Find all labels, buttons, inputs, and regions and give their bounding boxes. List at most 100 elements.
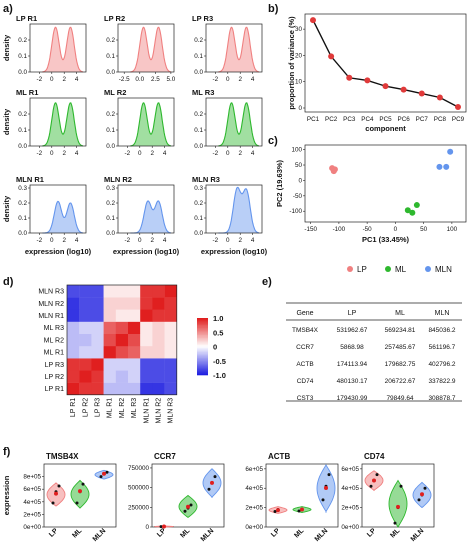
violin-ytick-label: 0e+00 [245,524,263,531]
pca-legend-marker [347,266,353,272]
violin-ytick-label: 0e+00 [341,524,359,531]
violin-group-label: LP [366,527,378,539]
heatmap-cell [67,358,80,371]
variance-xtick-label: PC4 [361,116,374,123]
violin-ytick-label: 750000 [128,465,150,472]
density-ylabel: density [2,34,11,61]
violin-point [105,470,109,474]
violin-ytick-label: 500000 [128,485,150,492]
violin-group-label: ML [389,527,402,540]
heatmap-cell [79,382,92,395]
density-ytick-label: 0.0 [18,230,27,237]
violin-ytick-label: 2e+05 [245,505,263,512]
colorbar-segment [197,342,208,344]
violin-ylabel: expression [2,475,11,515]
colorbar-segment [197,365,208,367]
density-ytick-label: 0.3 [106,185,115,192]
heatmap-cell [115,321,129,334]
density-curve [42,26,83,73]
pca-legend-label: LP [357,265,367,274]
violin-point [57,484,61,488]
density-ytick-label: 0.1 [18,127,27,134]
variance-xtick-label: PC1 [307,116,320,123]
violin-point [75,501,79,505]
colorbar-segment [197,355,208,357]
table-cell: 845036.2 [428,327,455,334]
violin-mean [300,507,304,512]
density-xtick-label: 4 [75,76,79,83]
heatmap-cell [79,309,92,322]
heatmap-cell [91,309,104,322]
density-area [218,102,259,146]
violin-title: CCR7 [154,452,176,461]
density-xtick-label: 4 [251,150,255,157]
heatmap-col-label: ML R3 [131,398,138,418]
colorbar-tick-label: 1.0 [213,314,223,323]
heatmap-frame [66,284,178,396]
table-cell: 561196.7 [429,344,456,351]
violin-point [273,509,277,513]
violin-ytick-label: 4e+05 [23,499,41,506]
heatmap-cell [67,346,80,359]
heatmap-cell [152,382,165,395]
colorbar-segment [197,373,208,376]
variance-chart: 0 10 20 30 PC1 PC2 PC3 PC4 PC5 PC6 PC7 PC8 PC9 compon… [287,13,467,133]
heatmap-cell [91,358,104,371]
density-title: ML R2 [104,88,126,97]
heatmap-row-label: LP R3 [45,362,64,369]
density-ytick-label: 0.0 [194,230,203,237]
density-xlabel: expression (log10) [201,247,268,256]
violin-ytick-label: 8e+05 [23,474,41,481]
heatmap-cell [79,333,92,347]
heatmap-cell [128,370,141,383]
violin-group-label: MLN [410,527,426,543]
heatmap-cell [164,358,177,371]
colorbar-segment [197,330,208,333]
colorbar-segment [197,363,208,366]
heatmap-cell [79,285,92,298]
heatmap-cell [140,297,153,310]
heatmap-row-label: ML R1 [44,350,64,357]
colorbar-segment [197,356,208,359]
heatmap-cell [91,285,104,298]
pca-point-ml [409,209,416,216]
density-xtick-label: 4 [251,76,255,83]
density-title: LP R2 [104,14,125,23]
violin-point [99,475,103,479]
density-xtick-label: 4 [75,237,79,244]
variance-ytick-label: 30 [295,26,303,33]
heatmap-cell [152,321,165,334]
violin-mean [54,491,58,496]
table-cell: 480130.17 [337,378,368,385]
heatmap-cell [91,297,104,310]
colorbar-segment [197,347,208,350]
density-xtick-label: 2 [238,150,242,157]
violin-frame [43,463,117,528]
variance-point [436,94,443,101]
density-title: LP R1 [16,14,37,23]
density-ytick-label: 0.1 [194,53,203,60]
heatmap-cell [103,333,116,347]
table-cell: CST3 [297,395,314,402]
violin-mean [372,478,376,483]
colorbar-segment [197,357,208,360]
heatmap-cell [67,382,80,395]
variance-ytick-label: 0 [298,105,302,112]
heatmap-col-label: MLN R1 [143,398,150,424]
density-ytick-label: 0.0 [106,69,115,76]
variance-xtick-label: PC9 [452,116,465,123]
violin-group-label: MLN [200,527,216,543]
table-cell: 569234.81 [385,327,416,334]
density-xtick-label: -2 [37,150,43,157]
pca-ytick-label: 0 [298,177,302,184]
violin-frame [151,463,225,528]
heatmap-cell [91,333,104,347]
pca-ylabel: PC2 (19.63%) [275,159,284,207]
violin-group-label: MLN [92,527,108,543]
density-xtick-label: 0 [138,150,142,157]
variance-xtick-label: PC5 [379,116,392,123]
variance-ylabel: proportion of variance (%) [287,16,296,110]
heatmap-cell [164,297,177,310]
colorbar-segment [197,360,208,363]
